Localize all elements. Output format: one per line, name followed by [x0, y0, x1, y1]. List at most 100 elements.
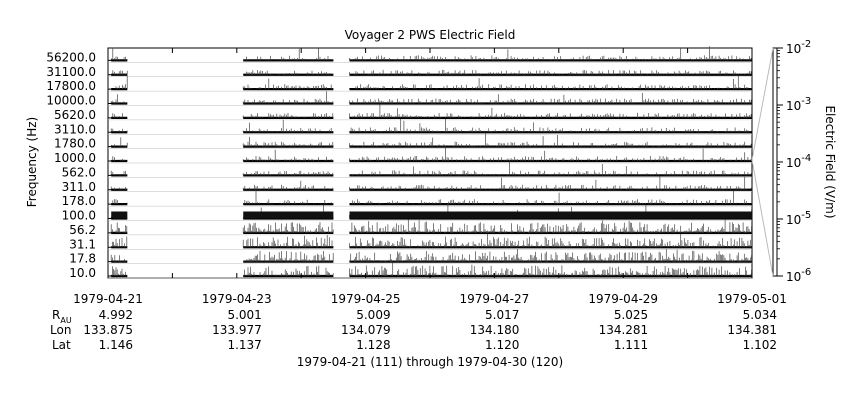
colorbar-tick-label: 10-2: [786, 39, 811, 56]
trace-spikes: [110, 94, 128, 104]
trace-spikes: [349, 118, 752, 133]
channel-label: 31100.0: [46, 65, 96, 79]
trace-block: [111, 211, 128, 219]
trace-spikes: [349, 132, 752, 147]
channel-trace: [110, 189, 752, 206]
channel-label: 5620.0: [54, 108, 96, 122]
trace-block: [243, 211, 334, 219]
channel-trace: [110, 132, 752, 148]
channel-trace: [110, 176, 752, 191]
colorbar: 10-2 10-3 10-4 10-5 10-6: [751, 39, 811, 284]
trace-spikes: [242, 235, 334, 248]
channel-trace: [110, 147, 752, 163]
channel-trace: [110, 46, 752, 62]
trace-spikes: [110, 236, 128, 248]
x-tick-label: 1979-04-21: [73, 292, 143, 306]
trace-spikes: [349, 92, 752, 104]
ephemeris-lon-value: 134.180: [470, 323, 520, 337]
trace-spikes: [242, 222, 334, 233]
ephemeris-lat-value: 1.120: [485, 338, 519, 352]
channel-labels: 56200.031100.017800.010000.05620.03110.0…: [46, 50, 114, 280]
ephemeris-rau-value: 5.009: [356, 308, 390, 322]
ephemeris-lat-label: Lat: [52, 338, 71, 352]
trace-spikes: [242, 170, 334, 176]
ephemeris-lat-value: 1.102: [743, 338, 777, 352]
channel-label: 100.0: [62, 209, 96, 223]
x-tick-label: 1979-04-23: [202, 292, 272, 306]
x-tick-label: 1979-04-25: [331, 292, 401, 306]
x-tick-label: 1979-04-27: [460, 292, 530, 306]
channel-label: 311.0: [62, 180, 96, 194]
trace-spikes: [349, 161, 752, 176]
trace-spikes: [349, 46, 752, 61]
trace-spikes: [349, 249, 752, 262]
ephemeris-rau-value: 5.001: [227, 308, 261, 322]
channel-label: 1780.0: [54, 137, 96, 151]
trace-spikes: [349, 176, 752, 190]
trace-spikes: [242, 136, 334, 147]
trace-spikes: [110, 170, 128, 176]
channel-trace: [110, 74, 752, 91]
channel-trace: [110, 118, 752, 134]
ephemeris-lat-value: 1.146: [99, 338, 133, 352]
colorbar-tick-label: 10-3: [786, 96, 811, 113]
trace-spikes: [349, 219, 752, 233]
channel-label: 17800.0: [46, 79, 96, 93]
channel-label: 3110.0: [54, 122, 96, 136]
channel-trace: [110, 69, 752, 76]
trace-spikes: [242, 48, 334, 61]
channel-trace: [110, 104, 752, 119]
ephemeris-rau-value: 5.017: [485, 308, 519, 322]
trace-spikes: [244, 265, 334, 276]
trace-spikes: [242, 70, 334, 75]
channel-trace: [110, 219, 752, 234]
trace-spikes: [110, 137, 128, 147]
trace-spikes: [349, 262, 752, 276]
x-axis: 1979-04-21 1979-04-23 1979-04-25 1979-04-27…: [73, 48, 787, 306]
ephemeris-rau-value: 4.992: [99, 308, 133, 322]
channel-trace: [110, 262, 752, 278]
ephemeris-lon-value: 134.381: [727, 323, 777, 337]
channel-label: 31.1: [69, 237, 96, 251]
channel-label: 56200.0: [46, 50, 96, 64]
trace-spikes: [349, 104, 752, 118]
ephemeris-lon-value: 133.977: [212, 323, 262, 337]
channel-trace: [110, 204, 752, 220]
trace-spikes: [110, 186, 128, 190]
channel-label: 10.0: [69, 266, 96, 280]
channel-label: 17.8: [69, 252, 96, 266]
trace-spikes: [242, 180, 334, 190]
trace-spikes: [110, 266, 128, 276]
trace-spikes: [242, 250, 334, 262]
trace-spikes: [242, 91, 334, 104]
channel-label: 56.2: [69, 223, 96, 237]
trace-spikes: [242, 189, 334, 205]
channel-label: 178.0: [62, 194, 96, 208]
ephemeris-rau-value: 5.034: [743, 308, 777, 322]
ephemeris-lat-value: 1.137: [227, 338, 261, 352]
y-axis-label: Frequency (Hz): [25, 117, 39, 208]
ephemeris-rau-value: 5.025: [614, 308, 648, 322]
trace-spikes: [349, 75, 752, 90]
colorbar-tick-label: 10-6: [786, 267, 811, 284]
trace-spikes: [242, 149, 334, 161]
ephemeris-lon-value: 134.079: [341, 323, 391, 337]
ephemeris-lon-label: Lon: [50, 323, 71, 337]
trace-block: [349, 211, 752, 219]
colorbar-label: Electric Field (V/m): [823, 105, 837, 218]
trace-spikes: [242, 119, 334, 133]
channel-trace: [110, 161, 752, 177]
channel-label: 562.0: [62, 165, 96, 179]
colorbar-tick-label: 10-4: [786, 153, 811, 170]
channel-trace: [110, 249, 752, 263]
channel-label: 1000.0: [54, 151, 96, 165]
colorbar-fan: [751, 47, 774, 277]
trace-spikes: [110, 128, 128, 133]
trace-spikes: [349, 233, 752, 248]
trace-spikes: [110, 222, 128, 233]
ephemeris-rau-label: RAU: [52, 308, 72, 325]
ephemeris-lat-value: 1.128: [356, 338, 390, 352]
trace-spikes: [349, 191, 752, 205]
plot-area: [107, 46, 753, 279]
